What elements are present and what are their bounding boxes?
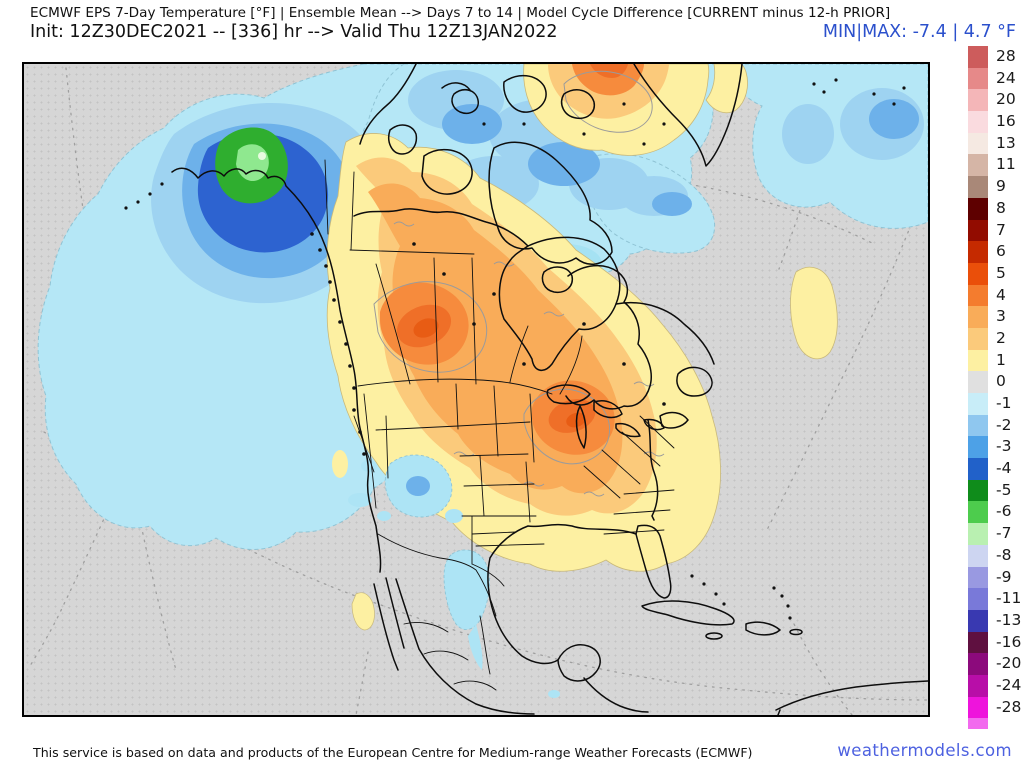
colorbar-band	[968, 479, 988, 502]
colorbar-band	[968, 176, 988, 198]
colorbar-label: -4	[996, 459, 1012, 478]
map-canvas	[22, 62, 930, 717]
colorbar-band	[968, 349, 988, 372]
map-svg	[29, 64, 928, 715]
colorbar-band	[968, 371, 988, 393]
warm-anomaly-atlantic	[332, 266, 838, 631]
colorbar-label: 2	[996, 328, 1006, 347]
colorbar-label: 4	[996, 285, 1006, 304]
colorbar-label: -1	[996, 394, 1012, 412]
warm-anomaly-greenland	[523, 64, 748, 156]
colorbar-label: 3	[996, 307, 1006, 326]
subtitle-row: Init: 12Z30DEC2021 -- [336] hr --> Valid…	[30, 22, 1016, 42]
colorbar-band	[968, 393, 988, 415]
colorbar-label: -2	[996, 415, 1012, 434]
colorbar-band	[968, 284, 988, 307]
colorbar-band	[968, 89, 988, 112]
colorbar	[968, 46, 988, 730]
colorbar-band	[968, 67, 988, 90]
colorbar-band	[968, 523, 988, 545]
colorbar-band	[968, 241, 988, 263]
colorbar-label: -8	[996, 545, 1012, 564]
colorbar-label: 7	[996, 220, 1006, 239]
colorbar-band	[968, 544, 988, 567]
colorbar-band	[968, 674, 988, 697]
colorbar-label: 8	[996, 198, 1006, 217]
colorbar-label: 6	[996, 242, 1006, 261]
colorbar-band	[968, 609, 988, 632]
colorbar-band	[968, 262, 988, 285]
colorbar-band	[968, 327, 988, 350]
page-title: ECMWF EPS 7-Day Temperature [°F] | Ensem…	[30, 5, 891, 21]
colorbar-label: 20	[996, 90, 1016, 109]
colorbar-band	[968, 154, 988, 177]
colorbar-band	[968, 132, 988, 155]
colorbar-band	[968, 436, 988, 459]
colorbar-band	[968, 414, 988, 437]
colorbar-label: 5	[996, 263, 1006, 282]
colorbar-labels: 28 24 20 16 13 11 9 8 7 6 5 4 3 2 1 0 -1 -2 -3 -4 -5 -6 -7 -8 -9…	[996, 46, 1021, 718]
colorbar-band	[968, 653, 988, 675]
colorbar-band	[968, 588, 988, 610]
colorbar-band	[968, 111, 988, 133]
colorbar-label: -7	[996, 524, 1012, 543]
colorbar-label: -13	[996, 610, 1022, 629]
colorbar-label: -11	[996, 589, 1022, 608]
minmax-badge: MIN|MAX: -7.4 | 4.7 °F	[822, 22, 1016, 42]
colorbar-label: 9	[996, 177, 1006, 196]
colorbar-label: 24	[996, 68, 1016, 87]
colorbar-label: -6	[996, 502, 1012, 521]
brand-link[interactable]: weathermodels.com	[837, 741, 1012, 760]
colorbar-band	[968, 566, 988, 589]
colorbar-band-below-min	[968, 718, 988, 730]
colorbar-label: 11	[996, 155, 1016, 174]
island-specks	[124, 78, 906, 620]
colorbar-label: -20	[996, 654, 1022, 673]
colorbar-band	[968, 197, 988, 220]
ecmwf-disclaimer: This service is based on data and produc…	[33, 745, 753, 760]
colorbar-band	[968, 696, 988, 719]
political-borders	[324, 159, 675, 691]
colorbar-label: -16	[996, 632, 1022, 651]
colorbar-band	[968, 631, 988, 654]
colorbar-label: -5	[996, 480, 1012, 499]
colorbar-label: -3	[996, 437, 1012, 456]
colorbar-label: -28	[996, 697, 1022, 716]
colorbar-label: -9	[996, 567, 1012, 586]
colorbar-band	[968, 46, 988, 68]
colorbar-band	[968, 501, 988, 524]
colorbar-label: 1	[996, 350, 1006, 369]
cold-patches-southwest	[348, 454, 560, 698]
init-valid-label: Init: 12Z30DEC2021 -- [336] hr --> Valid…	[30, 22, 558, 42]
colorbar-band	[968, 219, 988, 242]
colorbar-label: 0	[996, 372, 1006, 391]
colorbar-band	[968, 306, 988, 328]
colorbar-band	[968, 458, 988, 480]
contour-lines	[373, 70, 665, 497]
footer: This service is based on data and produc…	[0, 741, 1024, 765]
colorbar-label: 16	[996, 112, 1016, 131]
colorbar-label: 13	[996, 133, 1016, 152]
coastlines	[171, 64, 928, 715]
colorbar-label: 28	[996, 47, 1016, 65]
colorbar-label: -24	[996, 675, 1022, 694]
